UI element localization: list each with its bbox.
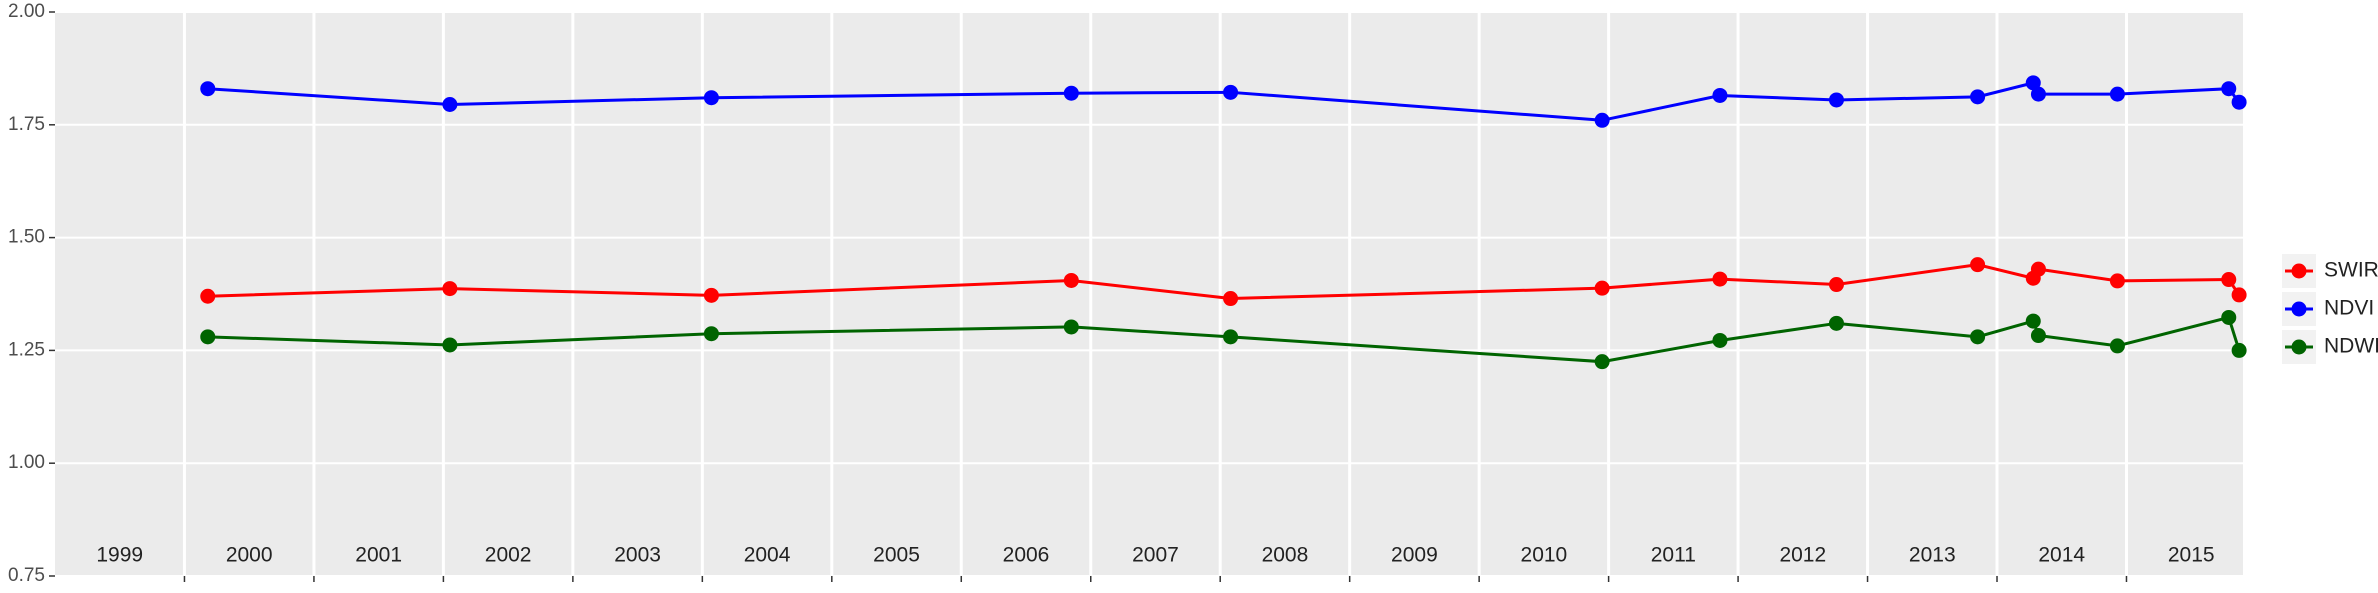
x-label: 2013	[1909, 544, 1956, 567]
y-tick-label: 1.50	[8, 227, 45, 248]
series-line	[207, 315, 2241, 364]
data-point	[2030, 86, 2046, 102]
data-point	[2231, 287, 2247, 303]
y-tick-label: 2.00	[8, 1, 45, 22]
data-point	[703, 326, 719, 342]
data-point	[1828, 277, 1844, 293]
x-label: 2015	[2168, 544, 2215, 567]
series-line	[207, 81, 2241, 122]
x-label: 2001	[355, 544, 402, 567]
series	[200, 257, 2247, 307]
data-point	[1970, 329, 1986, 345]
data-point	[1223, 84, 1239, 100]
x-label: 2002	[485, 544, 532, 567]
data-point	[1594, 354, 1610, 370]
data-point	[1712, 332, 1728, 348]
data-point	[200, 329, 216, 345]
data-point	[442, 96, 458, 112]
x-label: 2012	[1779, 544, 1826, 567]
x-label: 2004	[744, 544, 791, 567]
x-label: 2008	[1262, 544, 1309, 567]
x-label: 2014	[2038, 544, 2085, 567]
data-point	[1970, 257, 1986, 273]
data-point	[1828, 92, 1844, 108]
data-point	[2109, 86, 2125, 102]
data-point	[2030, 328, 2046, 344]
data-point	[703, 90, 719, 106]
data-point	[442, 337, 458, 353]
data-point	[1223, 329, 1239, 345]
data-point	[2030, 261, 2046, 277]
legend-key	[2291, 263, 2307, 279]
data-point	[1594, 112, 1610, 128]
data-point	[2025, 75, 2041, 91]
y-tick-label: 1.00	[8, 452, 45, 473]
legend-key	[2291, 301, 2307, 317]
data-point	[200, 81, 216, 97]
data-point	[1712, 271, 1728, 287]
x-label: 1999	[96, 544, 143, 567]
data-point	[2221, 272, 2237, 288]
legend-label: SWIR	[2324, 259, 2378, 282]
y-tick-label: 1.25	[8, 339, 45, 360]
y-tick-label: 1.75	[8, 114, 45, 135]
y-tick-label: 0.75	[8, 565, 45, 586]
data-point	[1594, 280, 1610, 296]
legend-label: NDVI	[2324, 297, 2374, 320]
legend-label: NDWI	[2324, 335, 2378, 358]
x-label: 2007	[1132, 544, 1179, 567]
data-point	[2109, 273, 2125, 289]
data-point	[1063, 272, 1079, 288]
series-line	[207, 263, 2241, 301]
data-point	[2025, 313, 2041, 329]
x-label: 2000	[226, 544, 273, 567]
data-point	[200, 288, 216, 304]
data-point	[1970, 89, 1986, 105]
plot-panel	[55, 12, 2243, 576]
data-point	[1712, 87, 1728, 103]
data-point	[1063, 319, 1079, 335]
x-label: 2003	[614, 544, 661, 567]
data-point	[703, 287, 719, 303]
x-label: 2010	[1521, 544, 1568, 567]
x-label: 2005	[873, 544, 920, 567]
x-label: 2011	[1651, 544, 1696, 567]
data-point	[2231, 342, 2247, 358]
x-label: 2006	[1003, 544, 1050, 567]
data-point	[1828, 315, 1844, 331]
data-point	[2221, 81, 2237, 97]
data-point	[2231, 94, 2247, 110]
data-point	[442, 281, 458, 297]
data-point	[1223, 291, 1239, 307]
data-point	[2109, 338, 2125, 354]
series	[200, 309, 2247, 370]
data-point	[2221, 309, 2237, 325]
legend-key	[2291, 339, 2307, 355]
series	[200, 75, 2247, 128]
x-label: 2009	[1391, 544, 1438, 567]
data-point	[1063, 85, 1079, 101]
